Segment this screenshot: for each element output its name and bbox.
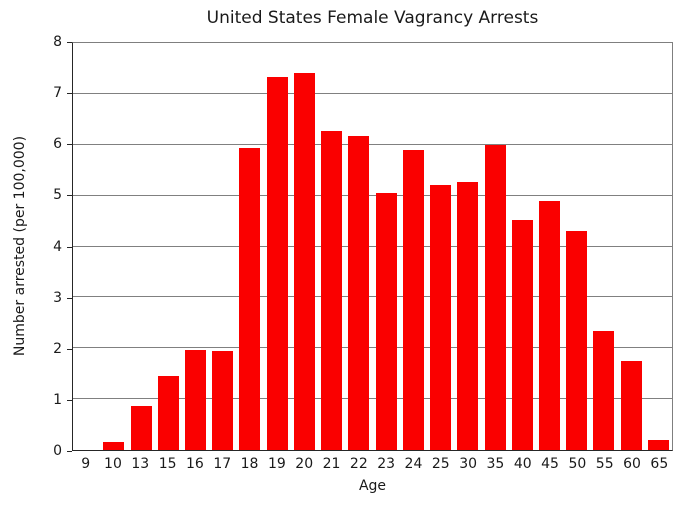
y-tick-mark-8 [67,42,72,43]
gridline-y5 [73,194,672,196]
y-tick-label-7: 7 [53,85,62,102]
bar-age-21 [321,131,343,450]
x-axis-title: Age [358,478,387,494]
y-tick-label-6: 6 [53,136,62,153]
y-tick-label-1: 1 [53,391,62,408]
x-tick-label-30: 30 [459,456,478,472]
bar-age-30 [457,181,479,450]
y-tick-mark-3 [67,297,72,299]
bar-age-24 [402,149,424,450]
y-tick-mark-7 [67,93,72,95]
bar-age-10 [103,441,125,450]
y-tick-mark-4 [67,246,72,248]
bar-age-18 [239,148,261,450]
gridline-y2 [73,347,672,349]
x-tick-label-22: 22 [349,456,368,472]
y-tick-mark-5 [67,195,72,197]
bar-age-50 [566,230,588,450]
bar-age-23 [375,193,397,450]
plot-area [72,42,673,451]
y-tick-mark-6 [67,144,72,146]
x-tick-label-25: 25 [431,456,450,472]
bar-age-19 [266,77,288,450]
y-tick-label-3: 3 [53,289,62,306]
gridline-y7 [73,92,672,94]
bar-age-25 [430,185,452,450]
x-tick-label-21: 21 [322,456,341,472]
x-tick-label-20: 20 [295,456,314,472]
gridline-y3 [73,296,672,298]
chart-title: United States Female Vagrancy Arrests [206,8,539,28]
x-tick-label-55: 55 [595,456,614,472]
y-tick-label-8: 8 [53,34,62,50]
gridline-y6 [73,143,672,145]
y-tick-label-5: 5 [53,187,62,204]
x-tick-label-50: 50 [568,456,587,472]
bar-age-22 [348,135,370,450]
x-tick-label-40: 40 [513,456,532,472]
x-tick-label-18: 18 [240,456,259,472]
x-tick-label-10: 10 [104,456,122,472]
y-tick-label-4: 4 [53,238,62,255]
gridline-y4 [73,245,672,247]
x-tick-label-19: 19 [267,456,286,472]
bar-age-20 [293,73,315,450]
bar-age-13 [130,405,152,450]
x-tick-label-35: 35 [486,456,505,472]
bar-age-16 [185,350,207,450]
x-tick-label-24: 24 [404,456,423,472]
x-tick-label-65: 65 [650,456,669,472]
x-tick-label-9: 9 [81,456,91,472]
y-tick-mark-0 [67,451,72,452]
x-tick-label-60: 60 [623,456,641,472]
y-tick-label-0: 0 [53,443,62,459]
bar-age-45 [538,200,560,450]
y-tick-label-2: 2 [53,340,62,357]
x-tick-label-15: 15 [158,456,177,472]
x-tick-label-13: 13 [131,456,150,472]
y-tick-mark-2 [67,348,72,350]
x-tick-label-23: 23 [377,456,396,472]
bar-age-60 [620,360,642,450]
bar-age-65 [647,439,669,450]
bar-age-40 [511,219,533,450]
y-tick-mark-1 [67,399,72,401]
gridline-y1 [73,398,672,400]
bar-age-55 [593,331,615,450]
x-tick-label-45: 45 [541,456,559,472]
bar-age-15 [157,375,179,450]
bar-age-17 [212,351,234,450]
bar-age-35 [484,145,506,450]
x-tick-label-17: 17 [213,456,232,472]
x-tick-label-16: 16 [186,456,204,472]
